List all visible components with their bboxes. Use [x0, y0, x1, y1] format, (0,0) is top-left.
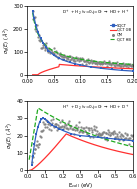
Y-axis label: $\sigma_R(E)$ ( $\AA^2$): $\sigma_R(E)$ ( $\AA^2$) — [2, 27, 12, 54]
Text: D$^+$ + H$_2$ (v=0,j=0) $\rightarrow$ HD + H$^+$: D$^+$ + H$_2$ (v=0,j=0) $\rightarrow$ HD… — [62, 8, 130, 16]
Text: H$^+$ + D$_2$ (v=0,j=0) $\rightarrow$ HD + D$^+$: H$^+$ + D$_2$ (v=0,j=0) $\rightarrow$ HD… — [62, 103, 130, 112]
X-axis label: E$_{coll}$ (eV): E$_{coll}$ (eV) — [68, 181, 93, 189]
Legend: SQCT, QCT GB, QM, QCT HB: SQCT, QCT GB, QM, QCT HB — [110, 23, 131, 42]
Y-axis label: $\sigma_R(E)$ ( $\AA^2$): $\sigma_R(E)$ ( $\AA^2$) — [5, 122, 15, 149]
